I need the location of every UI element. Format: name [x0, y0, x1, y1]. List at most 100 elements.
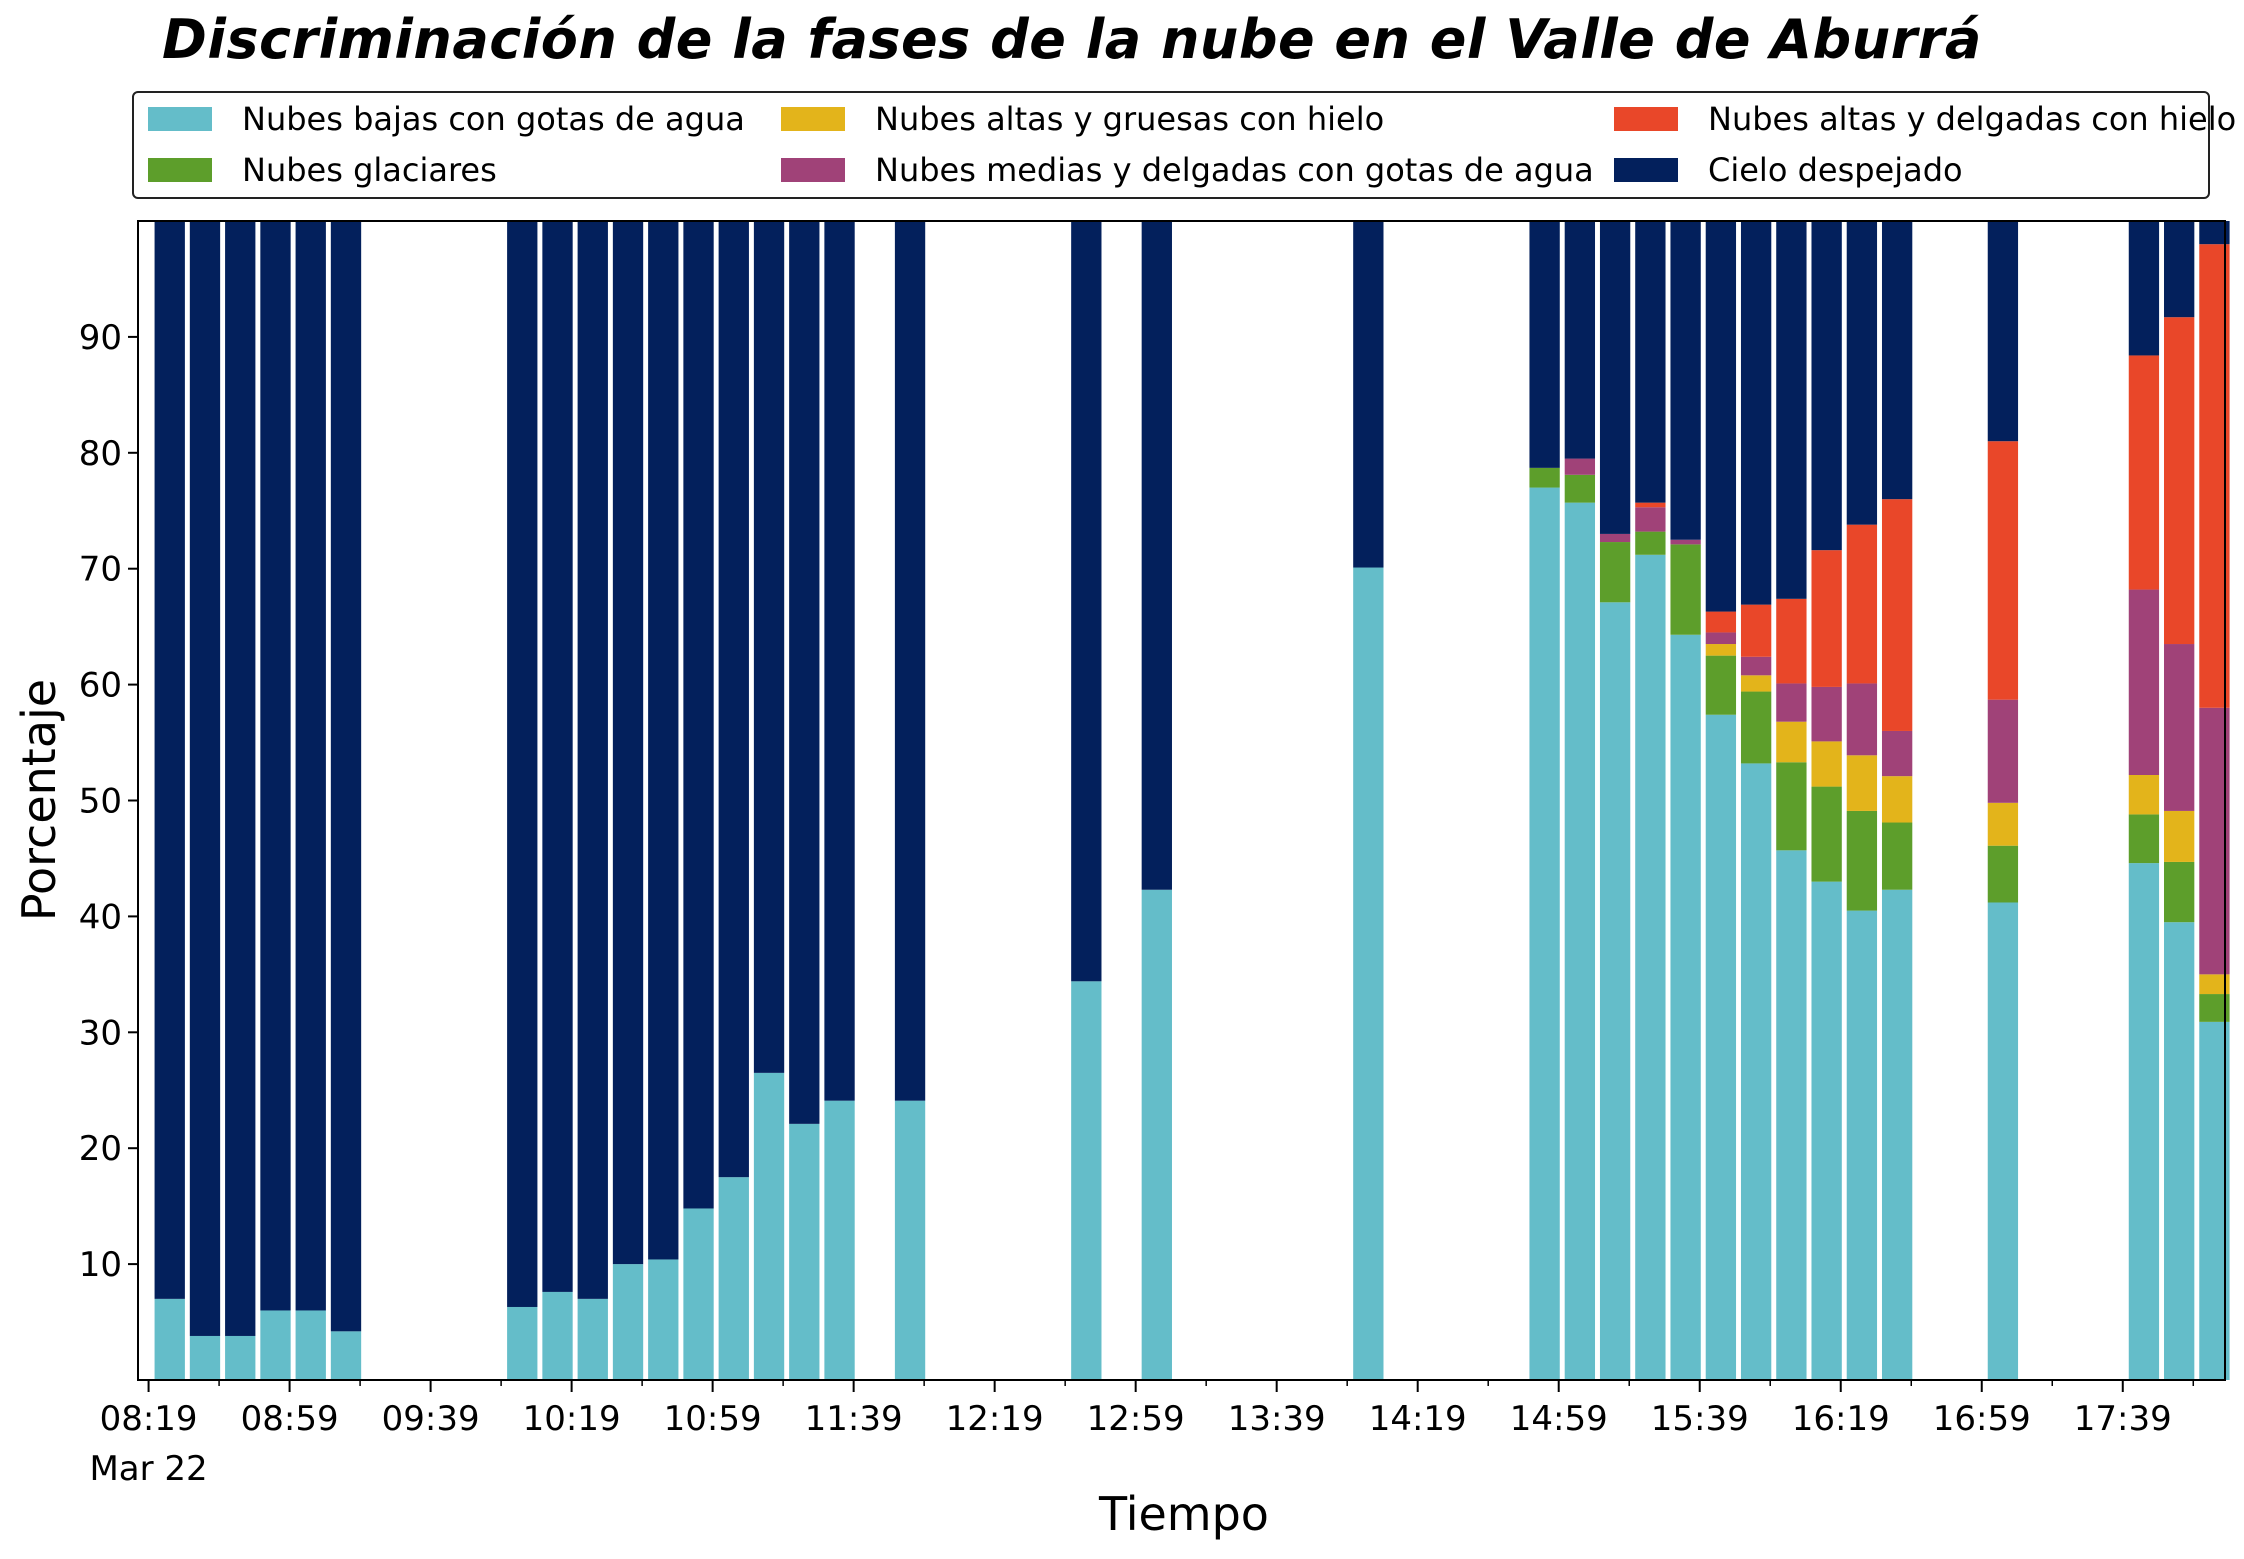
bar-segment — [1740, 763, 1772, 1380]
bar-segment — [2164, 810, 2195, 862]
bar-segment — [1635, 531, 1666, 555]
bar-segment — [824, 1100, 855, 1380]
legend-label-nubes-altas-gruesas: Nubes altas y gruesas con hielo — [875, 100, 1385, 138]
bar-segment — [1564, 221, 1596, 459]
bar-segment — [2128, 863, 2160, 1380]
bar-segment — [1353, 567, 1384, 1380]
legend-item-nubes-medias: Nubes medias y delgadas con gotas de agu… — [781, 148, 1594, 192]
x-tick-label: 16:59 — [1933, 1399, 2031, 1439]
bar-segment — [295, 221, 326, 1311]
legend-item-nubes-altas-gruesas: Nubes altas y gruesas con hielo — [781, 97, 1384, 141]
bar-segment — [1705, 644, 1737, 656]
bar-segment — [1987, 845, 2019, 903]
bar-segment — [1071, 981, 1102, 1380]
bar-segment — [1564, 502, 1596, 1380]
bar-segment — [718, 221, 749, 1178]
bar-segment — [2128, 589, 2160, 775]
x-tick-label: 13:39 — [1228, 1399, 1326, 1439]
y-axis: 10 20 30 40 50 60 70 80 90 — [79, 318, 138, 1285]
bar-segment — [1599, 533, 1631, 543]
bar-segment — [2164, 221, 2195, 318]
bar-segment — [260, 221, 291, 1311]
x-tick-label: 12:59 — [1087, 1399, 1185, 1439]
bar-segment — [1141, 221, 1172, 890]
bar-segment — [1811, 221, 1842, 551]
y-tick-label: 20 — [79, 1129, 122, 1169]
bar-segment — [154, 221, 185, 1299]
bar-segment — [753, 221, 785, 1073]
y-tick-label: 10 — [79, 1245, 122, 1285]
bar-segment — [612, 1264, 644, 1380]
bar-segment — [330, 1331, 362, 1380]
bar-segment — [648, 221, 679, 1260]
bar-layer — [154, 221, 2230, 1380]
x-tick-label: 12:19 — [946, 1399, 1044, 1439]
x-tick-label: 09:39 — [382, 1399, 480, 1439]
bar-segment — [330, 221, 362, 1332]
x-axis: 08:19 08:59 09:39 10:19 10:59 11:39 12:19 12:59… — [89, 1380, 2195, 1489]
bar-segment — [683, 221, 714, 1209]
bar-segment — [1881, 776, 1913, 823]
legend-swatch-cielo-despejado — [1614, 158, 1678, 182]
bar-segment — [1846, 221, 1878, 525]
bar-segment — [260, 1310, 291, 1380]
bar-segment — [1846, 524, 1878, 684]
bar-segment — [2128, 221, 2160, 356]
bar-segment — [1353, 221, 1384, 568]
bar-segment — [1564, 458, 1596, 475]
bar-segment — [1881, 221, 1913, 500]
bar-segment — [1811, 741, 1842, 787]
bar-segment — [1776, 683, 1807, 722]
bar-segment — [1705, 221, 1737, 612]
bar-segment — [1564, 474, 1596, 503]
bar-segment — [295, 1310, 326, 1380]
bar-segment — [1705, 632, 1737, 645]
bar-segment — [1635, 221, 1666, 503]
bar-segment — [1987, 221, 2019, 442]
bar-segment — [189, 1335, 221, 1380]
bar-segment — [1670, 539, 1701, 545]
y-tick-label: 50 — [79, 782, 122, 822]
bar-segment — [1599, 221, 1631, 534]
legend-swatch-nubes-bajas — [148, 107, 212, 131]
bar-segment — [2199, 221, 2230, 245]
y-tick-label: 30 — [79, 1013, 122, 1053]
legend-item-cielo-despejado: Cielo despejado — [1614, 148, 1963, 192]
bar-segment — [1635, 502, 1666, 508]
bar-segment — [683, 1208, 714, 1380]
legend-item-nubes-glaciares: Nubes glaciares — [148, 148, 497, 192]
x-tick-label: 08:59 — [241, 1399, 339, 1439]
y-tick-label: 60 — [79, 666, 122, 706]
y-tick-label: 80 — [79, 434, 122, 474]
y-tick-label: 40 — [79, 897, 122, 937]
legend-label-nubes-bajas: Nubes bajas con gotas de agua — [242, 100, 745, 138]
bar-segment — [1846, 810, 1878, 911]
bar-segment — [1740, 221, 1772, 605]
bar-segment — [225, 1335, 256, 1380]
legend-label-nubes-altas-delgadas: Nubes altas y delgadas con hielo — [1708, 100, 2237, 138]
bar-segment — [1529, 467, 1560, 488]
bar-segment — [1635, 554, 1666, 1380]
bar-segment — [894, 1100, 926, 1380]
bar-segment — [894, 221, 926, 1101]
bar-segment — [1670, 221, 1701, 540]
bar-segment — [789, 221, 820, 1124]
legend-item-nubes-altas-delgadas: Nubes altas y delgadas con hielo — [1614, 97, 2236, 141]
bar-segment — [1776, 721, 1807, 763]
bar-segment — [1776, 850, 1807, 1380]
bar-segment — [1987, 441, 2019, 700]
bar-segment — [1776, 762, 1807, 851]
x-date-label: Mar 22 — [89, 1449, 207, 1489]
x-tick-label: 14:19 — [1369, 1399, 1467, 1439]
bar-segment — [1987, 902, 2019, 1380]
bar-segment — [718, 1177, 749, 1380]
bar-segment — [2164, 861, 2195, 923]
bar-segment — [2164, 644, 2195, 811]
bar-segment — [1881, 499, 1913, 731]
bar-segment — [1740, 675, 1772, 692]
bar-segment — [612, 221, 644, 1265]
bar-segment — [2164, 317, 2195, 645]
bar-segment — [1881, 889, 1913, 1380]
bar-segment — [189, 221, 221, 1336]
bar-segment — [2128, 775, 2160, 815]
